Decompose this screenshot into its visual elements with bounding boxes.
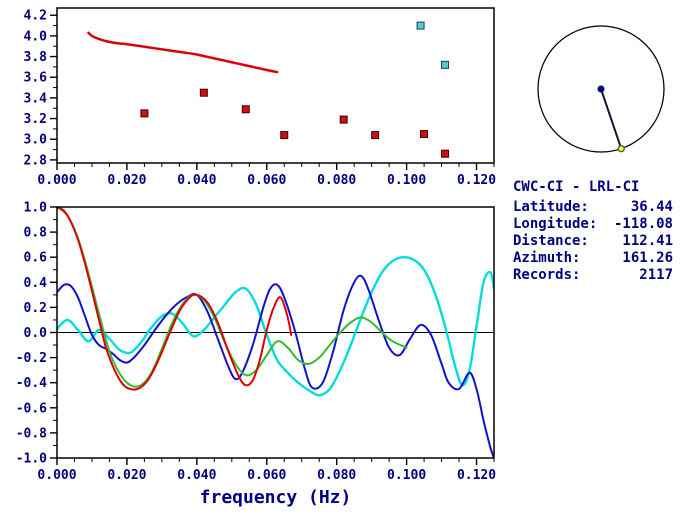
y-tick-label: 2.8 bbox=[24, 153, 48, 168]
y-tick-label: 0.2 bbox=[24, 301, 47, 316]
y-tick-label: 3.6 bbox=[24, 71, 48, 86]
info-value: 36.44 bbox=[630, 199, 673, 215]
x-tick-label: 0.100 bbox=[387, 468, 426, 483]
info-row-longitude: Longitude: -118.08 bbox=[513, 216, 673, 233]
bottom-series-area bbox=[57, 207, 494, 458]
x-tick-label: 0.000 bbox=[37, 173, 76, 188]
x-tick-label: 0.040 bbox=[177, 468, 216, 483]
cyan-points-marker bbox=[441, 60, 450, 69]
red-group-velocity-points-marker bbox=[140, 109, 149, 118]
frequency-axis-label: frequency (Hz) bbox=[200, 487, 352, 508]
info-label: Distance: bbox=[513, 233, 589, 249]
y-tick-label: 3.2 bbox=[24, 112, 47, 127]
x-tick-label: 0.020 bbox=[107, 173, 146, 188]
info-row-distance: Distance: 112.41 bbox=[513, 233, 673, 250]
info-value: 112.41 bbox=[622, 233, 673, 249]
station-info-panel: CWC-CI - LRL-CI Latitude: 36.44 Longitud… bbox=[513, 178, 673, 284]
info-label: Latitude: bbox=[513, 199, 589, 215]
y-tick-label: 0.4 bbox=[24, 276, 48, 291]
info-row-azimuth: Azimuth: 161.26 bbox=[513, 250, 673, 267]
dial-center-dot bbox=[597, 85, 605, 93]
x-tick-label: 0.060 bbox=[247, 173, 286, 188]
y-tick-label: -0.2 bbox=[16, 351, 47, 366]
y-tick-label: 3.0 bbox=[24, 133, 48, 148]
y-tick-label: 0.6 bbox=[24, 251, 48, 266]
info-value: 2117 bbox=[639, 267, 673, 283]
x-tick-label: 0.080 bbox=[317, 468, 356, 483]
station-pair-title: CWC-CI - LRL-CI bbox=[513, 179, 640, 195]
y-tick-label: 4.2 bbox=[24, 9, 47, 24]
red-group-velocity-points-marker bbox=[339, 115, 348, 124]
series-blue-trace bbox=[57, 274, 494, 458]
series-red-trace bbox=[57, 207, 293, 391]
red-group-velocity-points-marker bbox=[420, 130, 429, 139]
azimuth-line bbox=[600, 88, 623, 149]
red-group-velocity-points-marker bbox=[199, 88, 208, 97]
top-series-area bbox=[87, 21, 450, 158]
y-tick-label: 3.4 bbox=[24, 91, 48, 106]
azimuth-dial bbox=[537, 25, 665, 153]
red-group-velocity-points-marker bbox=[280, 131, 289, 140]
info-row-records: Records: 2117 bbox=[513, 267, 673, 284]
y-tick-label: -0.8 bbox=[16, 426, 47, 441]
info-value: 161.26 bbox=[622, 250, 673, 266]
x-tick-label: 0.020 bbox=[107, 468, 146, 483]
red-group-velocity-points-marker bbox=[241, 105, 250, 114]
dial-circle bbox=[537, 25, 665, 153]
y-tick-label: 1.0 bbox=[24, 201, 48, 216]
x-tick-label: 0.060 bbox=[247, 468, 286, 483]
info-label: Records: bbox=[513, 267, 581, 283]
top-plot-frame bbox=[56, 7, 495, 164]
x-tick-label: 0.080 bbox=[317, 173, 356, 188]
series-cyan-trace bbox=[57, 255, 494, 397]
dispersion-plot: 0.000 0.020 0.040 0.060 0.080 0.100 0.120 2.8 3.… bbox=[24, 7, 496, 188]
cyan-points-marker bbox=[416, 21, 425, 30]
x-tick-label: 0.100 bbox=[387, 173, 426, 188]
x-tick-label: 0.040 bbox=[177, 173, 216, 188]
y-tick-label: 0.8 bbox=[24, 226, 48, 241]
waveform-plot: 0.000 0.020 0.040 0.060 0.080 0.100 0.120 1.0 0.… bbox=[16, 201, 497, 509]
info-row-latitude: Latitude: 36.44 bbox=[513, 199, 673, 216]
info-label: Azimuth: bbox=[513, 250, 581, 266]
y-tick-label: 3.8 bbox=[24, 50, 48, 65]
x-tick-label: 0.120 bbox=[457, 468, 496, 483]
red-group-velocity-points-marker bbox=[441, 149, 450, 158]
y-tick-label: -0.4 bbox=[16, 376, 47, 391]
y-tick-label: 4.0 bbox=[24, 29, 48, 44]
x-tick-label: 0.120 bbox=[457, 173, 496, 188]
y-tick-label: 0.0 bbox=[24, 326, 48, 341]
x-tick-label: 0.000 bbox=[37, 468, 76, 483]
y-tick-label: -1.0 bbox=[16, 452, 47, 467]
red-group-velocity-points-marker bbox=[371, 131, 380, 140]
series-red-dispersion-curve bbox=[87, 31, 279, 74]
y-tick-label: -0.6 bbox=[16, 401, 47, 416]
info-label: Longitude: bbox=[513, 216, 598, 232]
azimuth-end-marker bbox=[617, 144, 625, 153]
info-value: -118.08 bbox=[613, 216, 673, 232]
